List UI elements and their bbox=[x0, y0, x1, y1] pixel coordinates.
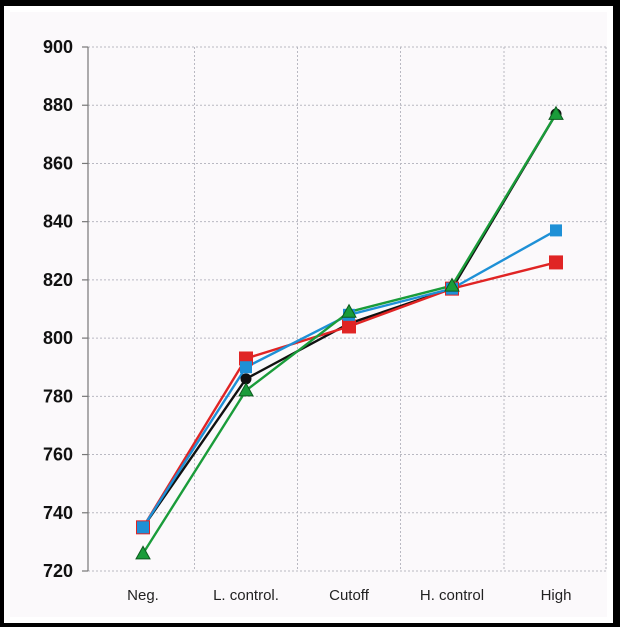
chart-frame bbox=[4, 6, 613, 623]
x-tick-label: Cutoff bbox=[329, 587, 370, 604]
data-point bbox=[550, 224, 562, 237]
data-point bbox=[135, 545, 151, 560]
y-axis: 720 740 760 780 800 820 840 860 880 900 bbox=[43, 37, 89, 581]
y-tick-label: 840 bbox=[43, 212, 73, 232]
x-tick-label: L. control. bbox=[213, 587, 279, 604]
series-line-1 bbox=[141, 261, 557, 528]
data-point bbox=[137, 521, 149, 534]
data-point bbox=[240, 373, 252, 385]
y-tick-label: 900 bbox=[43, 37, 73, 57]
x-tick-label: Neg. bbox=[127, 587, 159, 604]
data-point bbox=[240, 361, 252, 374]
y-tick-label: 820 bbox=[43, 270, 73, 290]
x-axis: Neg. L. control. Cutoff H. control High bbox=[127, 587, 571, 604]
data-point bbox=[548, 105, 564, 120]
series-line-2 bbox=[141, 229, 557, 528]
y-tick-label: 780 bbox=[43, 386, 73, 406]
data-point bbox=[238, 382, 254, 397]
y-tick-label: 760 bbox=[43, 445, 73, 465]
plot-background bbox=[10, 12, 607, 617]
y-tick-label: 720 bbox=[43, 561, 73, 581]
y-tick-label: 880 bbox=[43, 95, 73, 115]
data-point bbox=[341, 303, 357, 318]
series-line-3 bbox=[141, 113, 558, 555]
data-point bbox=[342, 319, 356, 334]
y-tick-label: 740 bbox=[43, 503, 73, 523]
data-point bbox=[444, 277, 460, 292]
data-point bbox=[549, 255, 563, 270]
x-tick-label: High bbox=[541, 587, 572, 604]
series-group bbox=[135, 105, 564, 560]
y-tick-label: 860 bbox=[43, 153, 73, 173]
y-tick-label: 800 bbox=[43, 328, 73, 348]
x-tick-label: H. control bbox=[420, 587, 484, 604]
